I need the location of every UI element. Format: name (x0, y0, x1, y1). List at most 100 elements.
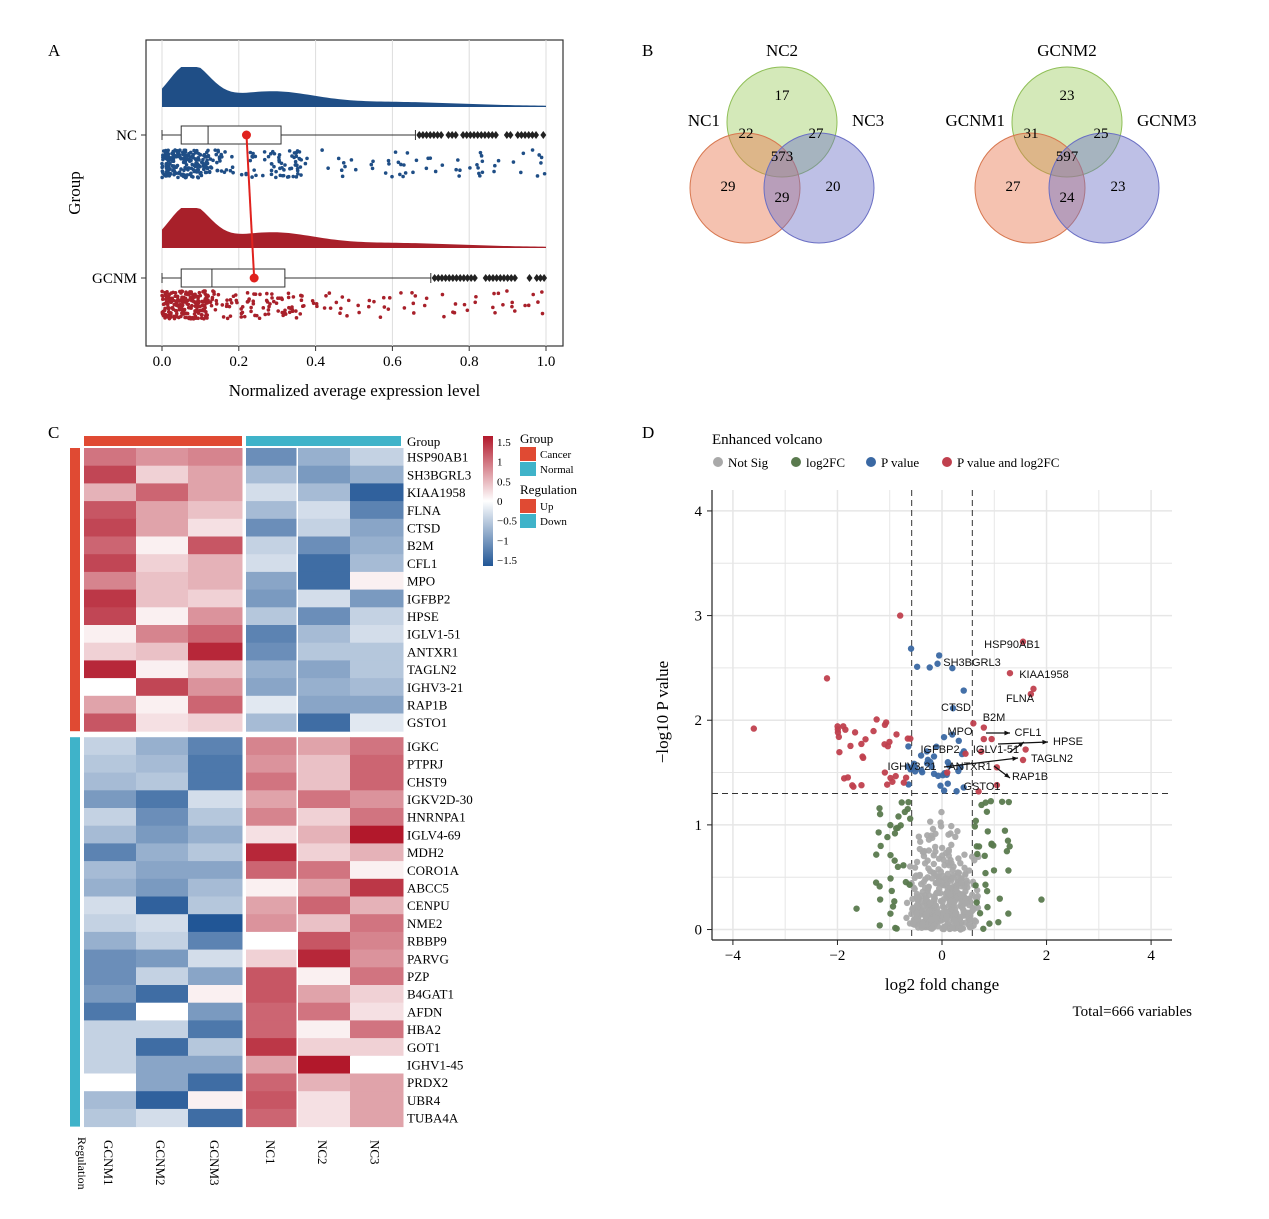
volcano-point (1005, 798, 1013, 806)
data-point (176, 175, 180, 180)
data-point (171, 290, 175, 295)
data-point (269, 172, 274, 177)
venn-region-count: 29 (721, 179, 736, 195)
heatmap-row-label: IGFBP2 (407, 591, 450, 606)
group-bar-normal (246, 436, 401, 446)
gene-label: ANTXR1 (948, 761, 991, 773)
heatmap-cell (350, 878, 404, 897)
outlier-point (533, 131, 540, 139)
heatmap-cell (350, 642, 404, 661)
volcano-point (903, 899, 911, 907)
gene-label: TAGLN2 (1031, 753, 1073, 765)
outlier-point (460, 131, 467, 139)
data-point (424, 296, 429, 301)
x-tick-label: 1.0 (537, 354, 556, 370)
volcano-point (993, 781, 1001, 789)
heatmap-cell (350, 518, 404, 537)
volcano-point (953, 886, 960, 894)
data-point (160, 161, 164, 166)
heatmap-row-label: PZP (407, 969, 429, 984)
volcano-point (949, 866, 956, 874)
data-point (473, 300, 478, 305)
heatmap-cell (246, 843, 297, 862)
data-point (287, 149, 292, 153)
heatmap-cell (350, 754, 404, 774)
data-point (172, 164, 176, 168)
heatmap-cell (84, 843, 137, 862)
data-point (526, 303, 531, 308)
data-point (277, 153, 282, 157)
data-point (253, 313, 257, 318)
heatmap-cell (84, 790, 137, 809)
y-tick-label: GCNM (92, 271, 137, 287)
outlier-point (457, 274, 464, 282)
outlier-point (503, 131, 510, 139)
heatmap-cell (246, 1038, 297, 1057)
outlier-point (508, 274, 515, 282)
data-point (165, 167, 169, 172)
heatmap-row-label: CTSD (407, 521, 440, 536)
data-point (299, 298, 304, 303)
volcano-point (1022, 746, 1029, 753)
heatmap-cell (298, 985, 351, 1004)
data-point (167, 300, 172, 304)
volcano-point (915, 833, 923, 840)
volcano-point (947, 897, 955, 905)
heatmap-cell (136, 914, 189, 933)
venn-region-count: 27 (1006, 179, 1022, 195)
heatmap-cell (350, 607, 404, 626)
volcano-point (889, 903, 897, 910)
heatmap-cell (350, 843, 404, 862)
data-point (196, 311, 201, 315)
venn-set-2 (726, 66, 838, 178)
heatmap-row-label: RBBP9 (407, 934, 447, 949)
volcano-point (881, 769, 889, 776)
volcano-point (943, 913, 950, 920)
volcano-point (1006, 669, 1014, 677)
heatmap-cell (84, 571, 137, 591)
volcano-point (853, 905, 860, 912)
data-point (228, 314, 233, 318)
volcano-point (944, 759, 952, 766)
data-point (173, 294, 178, 299)
volcano-point (884, 833, 891, 841)
data-point (205, 313, 210, 317)
heatmap-cell (246, 772, 297, 791)
data-point (205, 161, 210, 166)
volcano-point (862, 736, 869, 743)
volcano-point (971, 823, 979, 830)
heatmap-cell (246, 861, 297, 880)
volcano-point (930, 770, 938, 778)
heatmap-cell (136, 1073, 189, 1092)
volcano-point (934, 909, 941, 916)
data-point (511, 160, 516, 164)
volcano-point (926, 907, 933, 914)
data-point (200, 160, 204, 165)
volcano-point (1038, 896, 1045, 903)
data-point (287, 310, 292, 315)
data-point (493, 310, 497, 315)
data-point (476, 166, 480, 170)
colorbar-tick-label: −1 (497, 535, 509, 547)
data-point (493, 163, 497, 168)
volcano-point (917, 752, 925, 759)
heatmap-cell (136, 607, 189, 626)
volcano-point (988, 735, 995, 743)
volcano-point (887, 875, 894, 882)
volcano-point (953, 788, 960, 795)
volcano-point (1003, 848, 1011, 855)
heatmap-cell (136, 465, 189, 484)
volcano-point (996, 895, 1003, 902)
data-point (211, 158, 215, 163)
outlier-point (493, 274, 500, 282)
heatmap-cell (246, 695, 297, 714)
data-point (220, 155, 224, 159)
data-point (261, 306, 266, 310)
colorbar-tick-label: −1.5 (497, 555, 517, 567)
heatmap-cell (136, 536, 189, 555)
volcano-point (913, 901, 921, 909)
volcano-point (929, 825, 937, 833)
data-point (456, 158, 460, 162)
data-point (411, 170, 415, 175)
heatmap-row-label: SH3BGRL3 (407, 467, 471, 482)
